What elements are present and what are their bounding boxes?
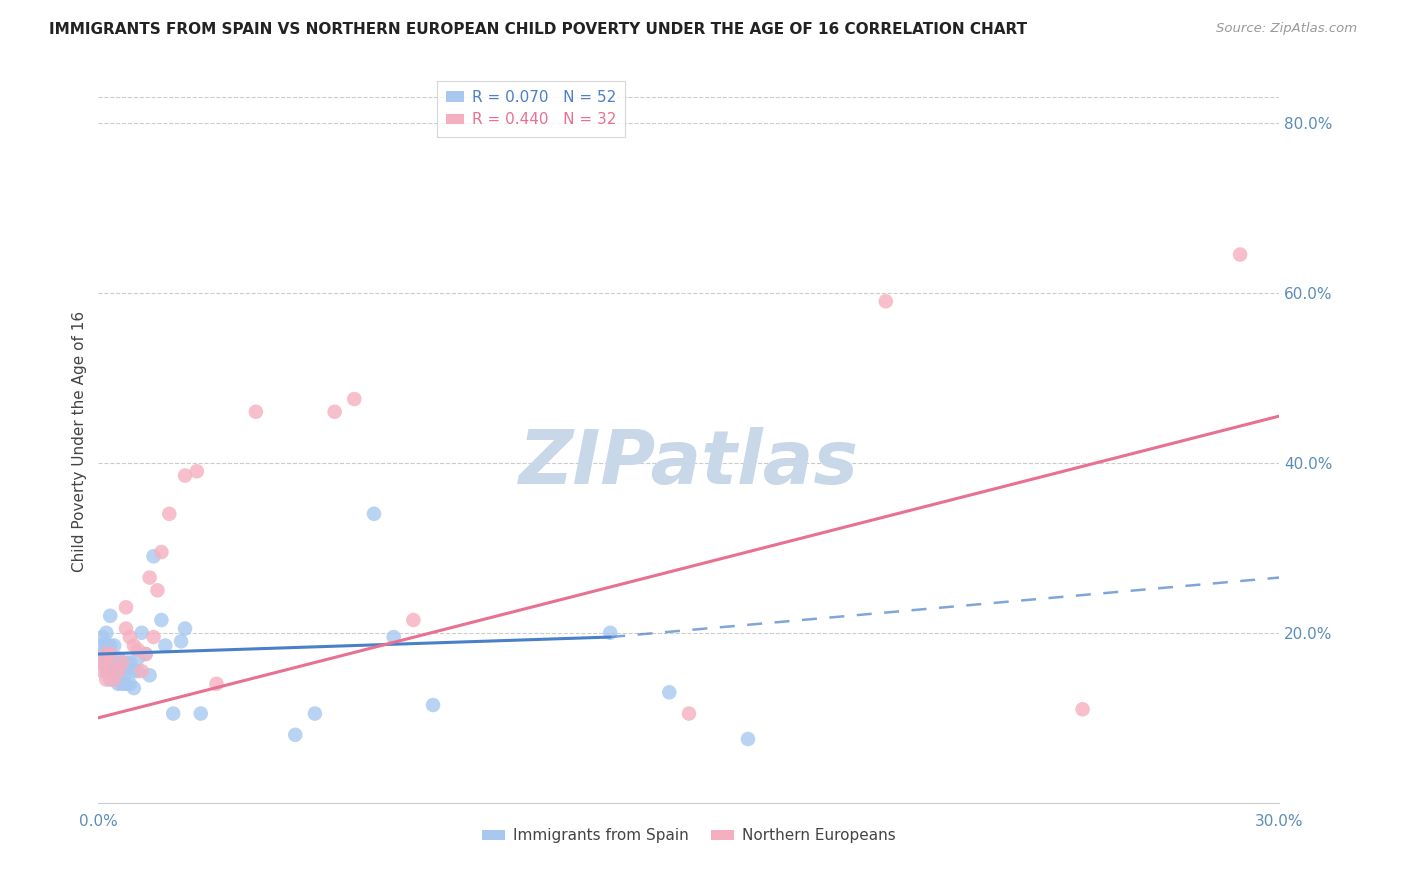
Point xyxy=(142,549,165,564)
Point xyxy=(96,651,118,665)
Point xyxy=(118,656,141,670)
Point xyxy=(91,647,114,661)
Point xyxy=(157,507,180,521)
Legend: Immigrants from Spain, Northern Europeans: Immigrants from Spain, Northern European… xyxy=(477,822,901,849)
Point xyxy=(98,647,121,661)
Point xyxy=(162,706,184,721)
Point xyxy=(103,673,125,687)
Point xyxy=(91,656,114,670)
Point xyxy=(284,728,307,742)
Point xyxy=(107,677,129,691)
Point xyxy=(135,647,157,661)
Point xyxy=(96,639,118,653)
Point xyxy=(131,625,153,640)
Point xyxy=(382,630,405,644)
Point xyxy=(91,639,114,653)
Point xyxy=(658,685,681,699)
Point xyxy=(122,681,145,695)
Point xyxy=(150,545,173,559)
Point xyxy=(138,570,160,584)
Point xyxy=(111,656,134,670)
Point xyxy=(186,464,208,478)
Point xyxy=(115,677,138,691)
Y-axis label: Child Poverty Under the Age of 16: Child Poverty Under the Age of 16 xyxy=(72,311,87,572)
Point xyxy=(115,664,138,678)
Point xyxy=(245,405,267,419)
Point xyxy=(98,656,121,670)
Point xyxy=(146,583,169,598)
Point xyxy=(127,651,149,665)
Point xyxy=(135,647,157,661)
Point xyxy=(91,630,114,644)
Point xyxy=(174,468,197,483)
Point xyxy=(138,668,160,682)
Point xyxy=(422,698,444,712)
Point xyxy=(127,642,149,657)
Point xyxy=(1229,247,1251,261)
Point xyxy=(98,608,121,623)
Point xyxy=(98,639,121,653)
Point xyxy=(107,664,129,678)
Point xyxy=(96,625,118,640)
Point xyxy=(96,673,118,687)
Point xyxy=(107,651,129,665)
Point xyxy=(737,732,759,747)
Point xyxy=(111,656,134,670)
Point xyxy=(402,613,425,627)
Point xyxy=(150,613,173,627)
Point xyxy=(115,656,138,670)
Point xyxy=(103,639,125,653)
Point xyxy=(91,656,114,670)
Point xyxy=(107,664,129,678)
Point xyxy=(96,647,118,661)
Point xyxy=(323,405,346,419)
Point xyxy=(96,660,118,674)
Point xyxy=(122,639,145,653)
Point xyxy=(363,507,385,521)
Point xyxy=(174,622,197,636)
Point xyxy=(131,664,153,678)
Point xyxy=(98,673,121,687)
Point xyxy=(115,622,138,636)
Point xyxy=(111,664,134,678)
Point xyxy=(91,664,114,678)
Point xyxy=(678,706,700,721)
Point xyxy=(142,630,165,644)
Point xyxy=(1071,702,1094,716)
Point xyxy=(122,664,145,678)
Point xyxy=(155,639,177,653)
Point xyxy=(599,625,621,640)
Text: Source: ZipAtlas.com: Source: ZipAtlas.com xyxy=(1216,22,1357,36)
Point xyxy=(170,634,193,648)
Point xyxy=(103,673,125,687)
Point xyxy=(98,660,121,674)
Point xyxy=(304,706,326,721)
Point xyxy=(98,664,121,678)
Text: IMMIGRANTS FROM SPAIN VS NORTHERN EUROPEAN CHILD POVERTY UNDER THE AGE OF 16 COR: IMMIGRANTS FROM SPAIN VS NORTHERN EUROPE… xyxy=(49,22,1028,37)
Point xyxy=(127,664,149,678)
Point xyxy=(103,656,125,670)
Point xyxy=(96,664,118,678)
Point xyxy=(118,677,141,691)
Point xyxy=(190,706,212,721)
Text: ZIPatlas: ZIPatlas xyxy=(519,426,859,500)
Point xyxy=(98,647,121,661)
Point xyxy=(343,392,366,406)
Point xyxy=(118,630,141,644)
Point xyxy=(103,664,125,678)
Point xyxy=(205,677,228,691)
Point xyxy=(111,677,134,691)
Point xyxy=(115,600,138,615)
Point xyxy=(875,294,897,309)
